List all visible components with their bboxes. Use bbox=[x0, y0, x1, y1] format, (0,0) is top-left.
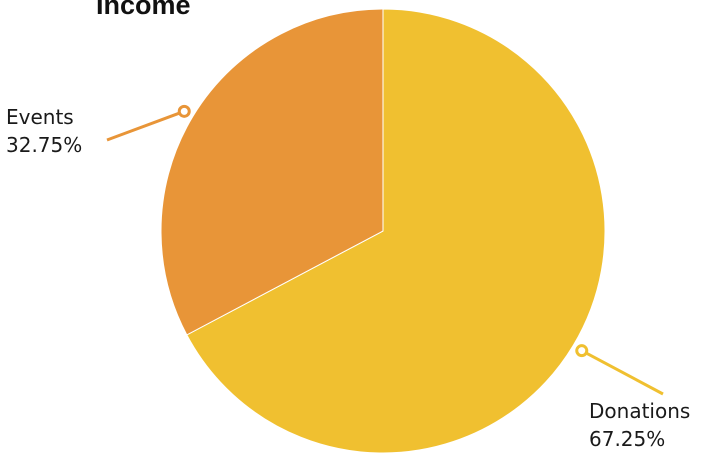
pie-slices bbox=[160, 8, 606, 454]
leader-line-donations bbox=[581, 349, 664, 396]
leader-dot-events bbox=[177, 104, 191, 118]
slice-label-events-value: 32.75% bbox=[6, 133, 83, 157]
pie-slice-events bbox=[160, 8, 384, 336]
chart-title: Income bbox=[96, 0, 191, 20]
slice-label-donations-name: Donations bbox=[589, 399, 691, 423]
leader-lines bbox=[106, 104, 664, 396]
slice-label-donations-value: 67.25% bbox=[589, 427, 666, 451]
slice-label-events-name: Events bbox=[6, 105, 74, 129]
leader-line-events bbox=[106, 109, 185, 142]
slice-label-events: Events 32.75% bbox=[6, 103, 82, 159]
leader-dot-donations bbox=[575, 344, 589, 358]
slice-label-donations: Donations 67.25% bbox=[589, 397, 690, 453]
pie-slice-donations bbox=[186, 8, 606, 454]
